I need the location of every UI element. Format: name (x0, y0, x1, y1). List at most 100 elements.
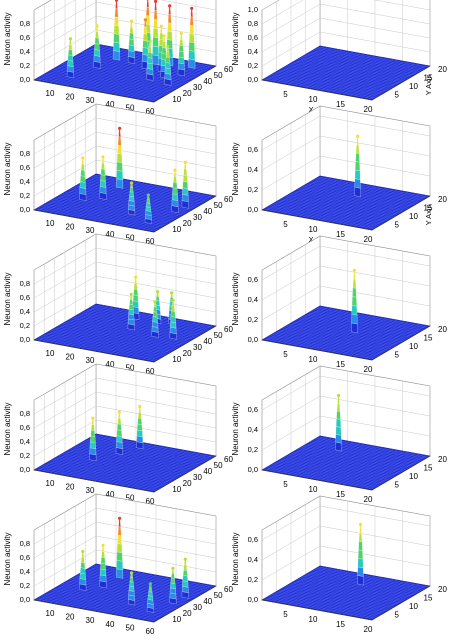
activity-peak (181, 160, 189, 209)
peak-band (170, 310, 176, 318)
surface-mesh-line (364, 454, 423, 489)
x-tick-label: 20 (364, 105, 373, 114)
peak-band (147, 57, 153, 65)
y-tick-label: 20 (438, 195, 447, 204)
y-tick-label: 40 (203, 597, 212, 606)
peak-band (100, 174, 106, 182)
peak-band (142, 40, 149, 49)
y-tick-label: 20 (438, 325, 447, 334)
peak-band (129, 577, 134, 583)
x-tick-label: 10 (46, 219, 55, 228)
surface-mesh-line (93, 565, 214, 588)
surface-mesh-line (85, 309, 206, 333)
z-tick-label: 0,0 (248, 75, 258, 84)
peak-band (183, 168, 188, 176)
z-tick-label: 0,2 (248, 315, 258, 324)
peak-band (153, 18, 158, 29)
peak-tip (148, 39, 152, 44)
x-axis-line (33, 599, 155, 623)
x-tick-label: 40 (106, 620, 115, 629)
peak-band (93, 49, 101, 57)
peak-tip (114, 0, 119, 2)
peak-band (148, 587, 153, 593)
peak-band (165, 56, 171, 64)
peak-band (170, 316, 176, 323)
peak-tip (168, 4, 172, 8)
y-tick-label: 30 (193, 343, 202, 352)
peak-band (354, 178, 361, 189)
z-tick-label: 0,8 (248, 19, 258, 28)
chart-panel-row5-left: 0,00,20,40,60,810 20 30 40 50 60102030405060N… (3, 493, 233, 636)
surface-mesh-line (137, 452, 201, 490)
peak-band (152, 311, 158, 318)
x-tick-label: 60 (146, 367, 155, 376)
x-tick-label: 5 (283, 220, 288, 229)
y-tick-label: 5 (395, 481, 400, 490)
z-tick-label: 0,8 (20, 149, 30, 158)
surface-mesh-line (316, 48, 427, 69)
peak-band (189, 16, 194, 26)
activity-peak (132, 275, 140, 320)
peak-band (116, 170, 123, 181)
surface-mesh-line (87, 308, 208, 331)
surface-mesh-line (360, 63, 420, 99)
activity-peak (99, 543, 107, 589)
activity-peak (160, 34, 168, 79)
peak-tip (129, 571, 134, 575)
z-axis-title: Neuron activity (231, 533, 240, 586)
y-axis-line (371, 585, 431, 621)
peak-band (352, 278, 357, 289)
peak-band (354, 186, 361, 197)
z-tick-label: 0,2 (20, 581, 30, 590)
peak-tip (138, 404, 142, 408)
z-tick-label: 0,2 (248, 61, 258, 70)
z-tick-label: 0,4 (20, 307, 30, 316)
y-tick-label: 15 (424, 594, 433, 603)
peak-band (171, 305, 175, 312)
surface-mesh-line (87, 438, 208, 461)
peak-band (89, 441, 96, 449)
surface-mesh-line (316, 308, 427, 329)
activity-peak (169, 298, 177, 340)
activity-peak (79, 156, 87, 201)
activity-peak (79, 549, 87, 591)
peak-tip (156, 290, 160, 294)
x-tick-label: 50 (126, 103, 135, 112)
y-tick-label: 5 (395, 611, 400, 620)
peak-band (355, 161, 361, 172)
activity-peak (146, 582, 154, 613)
activity-peak (112, 0, 121, 61)
peak-band (90, 435, 96, 443)
activity-peak (116, 126, 124, 189)
surface-mesh-line (91, 176, 212, 199)
surface-mesh-line (314, 49, 425, 70)
peak-band (100, 562, 106, 571)
x-tick-label: 40 (106, 360, 115, 369)
z-tick-label: 0,8 (20, 409, 30, 418)
y-tick-label: 5 (395, 221, 400, 230)
x-tick-label: 15 (336, 230, 345, 239)
peak-band (114, 16, 119, 27)
peak-tip (101, 543, 105, 548)
peak-tip (173, 168, 177, 172)
chart-panel-row3-left: 0,00,20,40,60,810 20 30 40 50 60102030405060N… (3, 233, 233, 376)
surface-mesh-line (364, 194, 423, 229)
peak-band (95, 31, 99, 39)
surface-mesh-line (91, 436, 212, 459)
y-tick-label: 10 (409, 342, 418, 351)
y-tick-label: 10 (172, 225, 181, 234)
activity-peak (354, 134, 361, 197)
y-tick-label: 10 (172, 485, 181, 494)
y-tick-label: 10 (172, 95, 181, 104)
z-tick-label: 0,0 (248, 595, 258, 604)
activity-peak (351, 268, 358, 334)
surface-mesh-line (364, 584, 423, 619)
peak-band (80, 163, 85, 171)
y-tick-label: 60 (224, 65, 233, 74)
y-tick-label: 20 (183, 219, 192, 228)
y-tick-label: 10 (409, 212, 418, 221)
x-tick-label: 20 (66, 222, 75, 231)
peak-band (170, 321, 177, 329)
y-tick-label: 60 (224, 325, 233, 334)
z-tick-label: 0,6 (248, 145, 258, 154)
